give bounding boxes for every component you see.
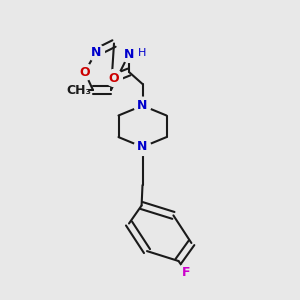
Circle shape — [88, 44, 104, 61]
Circle shape — [178, 264, 195, 281]
Circle shape — [134, 139, 151, 155]
Text: CH₃: CH₃ — [67, 83, 92, 97]
Text: N: N — [137, 140, 148, 154]
Text: H: H — [138, 47, 147, 58]
Text: O: O — [79, 65, 90, 79]
Text: N: N — [91, 46, 101, 59]
Text: N: N — [137, 99, 148, 112]
Circle shape — [106, 70, 122, 86]
Text: N: N — [124, 47, 134, 61]
Text: F: F — [182, 266, 191, 279]
Circle shape — [134, 97, 151, 114]
Text: O: O — [109, 71, 119, 85]
Circle shape — [71, 82, 88, 98]
Circle shape — [121, 46, 137, 62]
Circle shape — [76, 64, 93, 80]
